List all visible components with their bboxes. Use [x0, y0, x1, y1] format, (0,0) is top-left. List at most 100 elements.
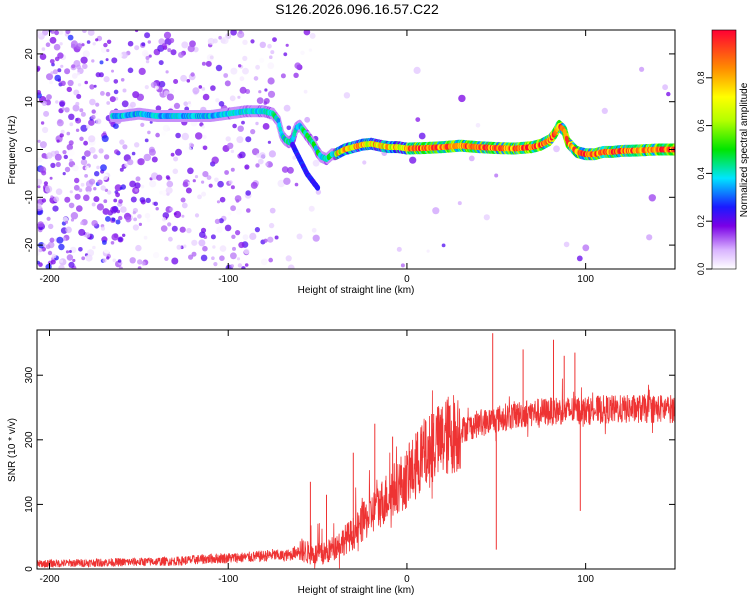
noise-point — [194, 213, 200, 218]
noise-point — [201, 87, 206, 91]
noise-point — [144, 32, 151, 39]
noise-point — [39, 53, 47, 60]
noise-point — [153, 201, 158, 206]
noise-point — [265, 162, 269, 166]
noise-point — [52, 69, 58, 75]
noise-point — [475, 123, 481, 128]
noise-point — [181, 132, 189, 141]
noise-point — [409, 156, 417, 164]
noise-point — [49, 176, 53, 180]
noise-point — [125, 216, 132, 223]
x-tick-label: 0 — [404, 274, 410, 285]
noise-point — [76, 43, 83, 50]
noise-point — [137, 259, 143, 265]
noise-point — [259, 152, 266, 159]
noise-point — [213, 262, 218, 267]
noise-point — [215, 98, 220, 103]
noise-point — [250, 39, 255, 44]
noise-point — [60, 129, 65, 134]
noise-point — [241, 120, 245, 125]
noise-point — [115, 192, 120, 198]
noise-point — [173, 156, 179, 162]
x-tick-label: 100 — [577, 274, 594, 285]
noise-point — [113, 89, 119, 95]
noise-point — [71, 64, 76, 69]
y-tick-label: -20 — [24, 237, 35, 252]
noise-point — [72, 164, 79, 172]
noise-point — [267, 236, 274, 243]
noise-point — [165, 175, 170, 180]
noise-point — [50, 71, 54, 75]
colorbar-label: Normalized spectral amplitude — [739, 82, 750, 217]
noise-point — [38, 248, 43, 253]
noise-point — [50, 30, 55, 34]
noise-point — [396, 246, 402, 252]
noise-point — [37, 186, 42, 193]
noise-point — [106, 39, 112, 44]
noise-point — [238, 64, 242, 68]
noise-point — [46, 94, 52, 100]
noise-point — [224, 170, 230, 175]
noise-point — [37, 67, 40, 72]
noise-point — [232, 123, 237, 129]
noise-point — [648, 194, 656, 202]
noise-point — [158, 38, 165, 45]
noise-point — [85, 186, 92, 193]
noise-point — [186, 227, 192, 234]
noise-point — [287, 166, 294, 174]
noise-point — [64, 107, 70, 113]
noise-point — [76, 205, 83, 212]
noise-point — [269, 55, 273, 59]
noise-point — [601, 107, 608, 114]
noise-point — [267, 77, 275, 85]
noise-point — [172, 168, 179, 175]
noise-point — [215, 64, 223, 72]
noise-point — [249, 232, 257, 240]
noise-point — [229, 95, 236, 102]
noise-point — [102, 258, 107, 263]
noise-point — [270, 50, 275, 55]
noise-point — [161, 217, 167, 222]
noise-point — [118, 237, 123, 242]
noise-point — [170, 152, 175, 157]
noise-point — [41, 100, 48, 106]
noise-point — [148, 54, 152, 58]
noise-point — [92, 245, 96, 250]
colorbar-ticks: 0.0 0.2 0.4 0.6 0.8 — [696, 72, 712, 275]
noise-point — [37, 221, 44, 228]
noise-point — [37, 139, 41, 143]
noise-point — [58, 264, 65, 269]
spectrogram-ylabel: Frequency (Hz) — [7, 116, 18, 185]
noise-point — [120, 51, 128, 59]
y-tick-label: 10 — [24, 96, 35, 108]
noise-point — [37, 185, 41, 189]
noise-point — [199, 231, 206, 238]
noise-point — [170, 49, 177, 56]
noise-point — [118, 266, 123, 269]
noise-point — [86, 40, 91, 44]
noise-point — [64, 220, 69, 224]
noise-point — [206, 54, 214, 62]
noise-point — [181, 41, 189, 49]
noise-point — [114, 149, 120, 155]
noise-point — [195, 132, 203, 140]
noise-point — [51, 253, 57, 259]
noise-point — [238, 241, 245, 249]
noise-point — [662, 84, 668, 91]
noise-point — [296, 233, 303, 240]
noise-point — [96, 203, 104, 211]
noise-point — [43, 110, 50, 117]
noise-point — [236, 136, 244, 144]
noise-point — [171, 225, 178, 232]
noise-point — [418, 132, 426, 140]
noise-point — [190, 72, 195, 77]
noise-point — [165, 70, 169, 74]
x-tick-label: -100 — [218, 574, 238, 585]
noise-point — [59, 101, 65, 107]
noise-point — [57, 52, 64, 59]
noise-point — [118, 199, 123, 204]
noise-point — [44, 185, 53, 193]
noise-point — [37, 203, 42, 210]
noise-point — [192, 87, 200, 95]
